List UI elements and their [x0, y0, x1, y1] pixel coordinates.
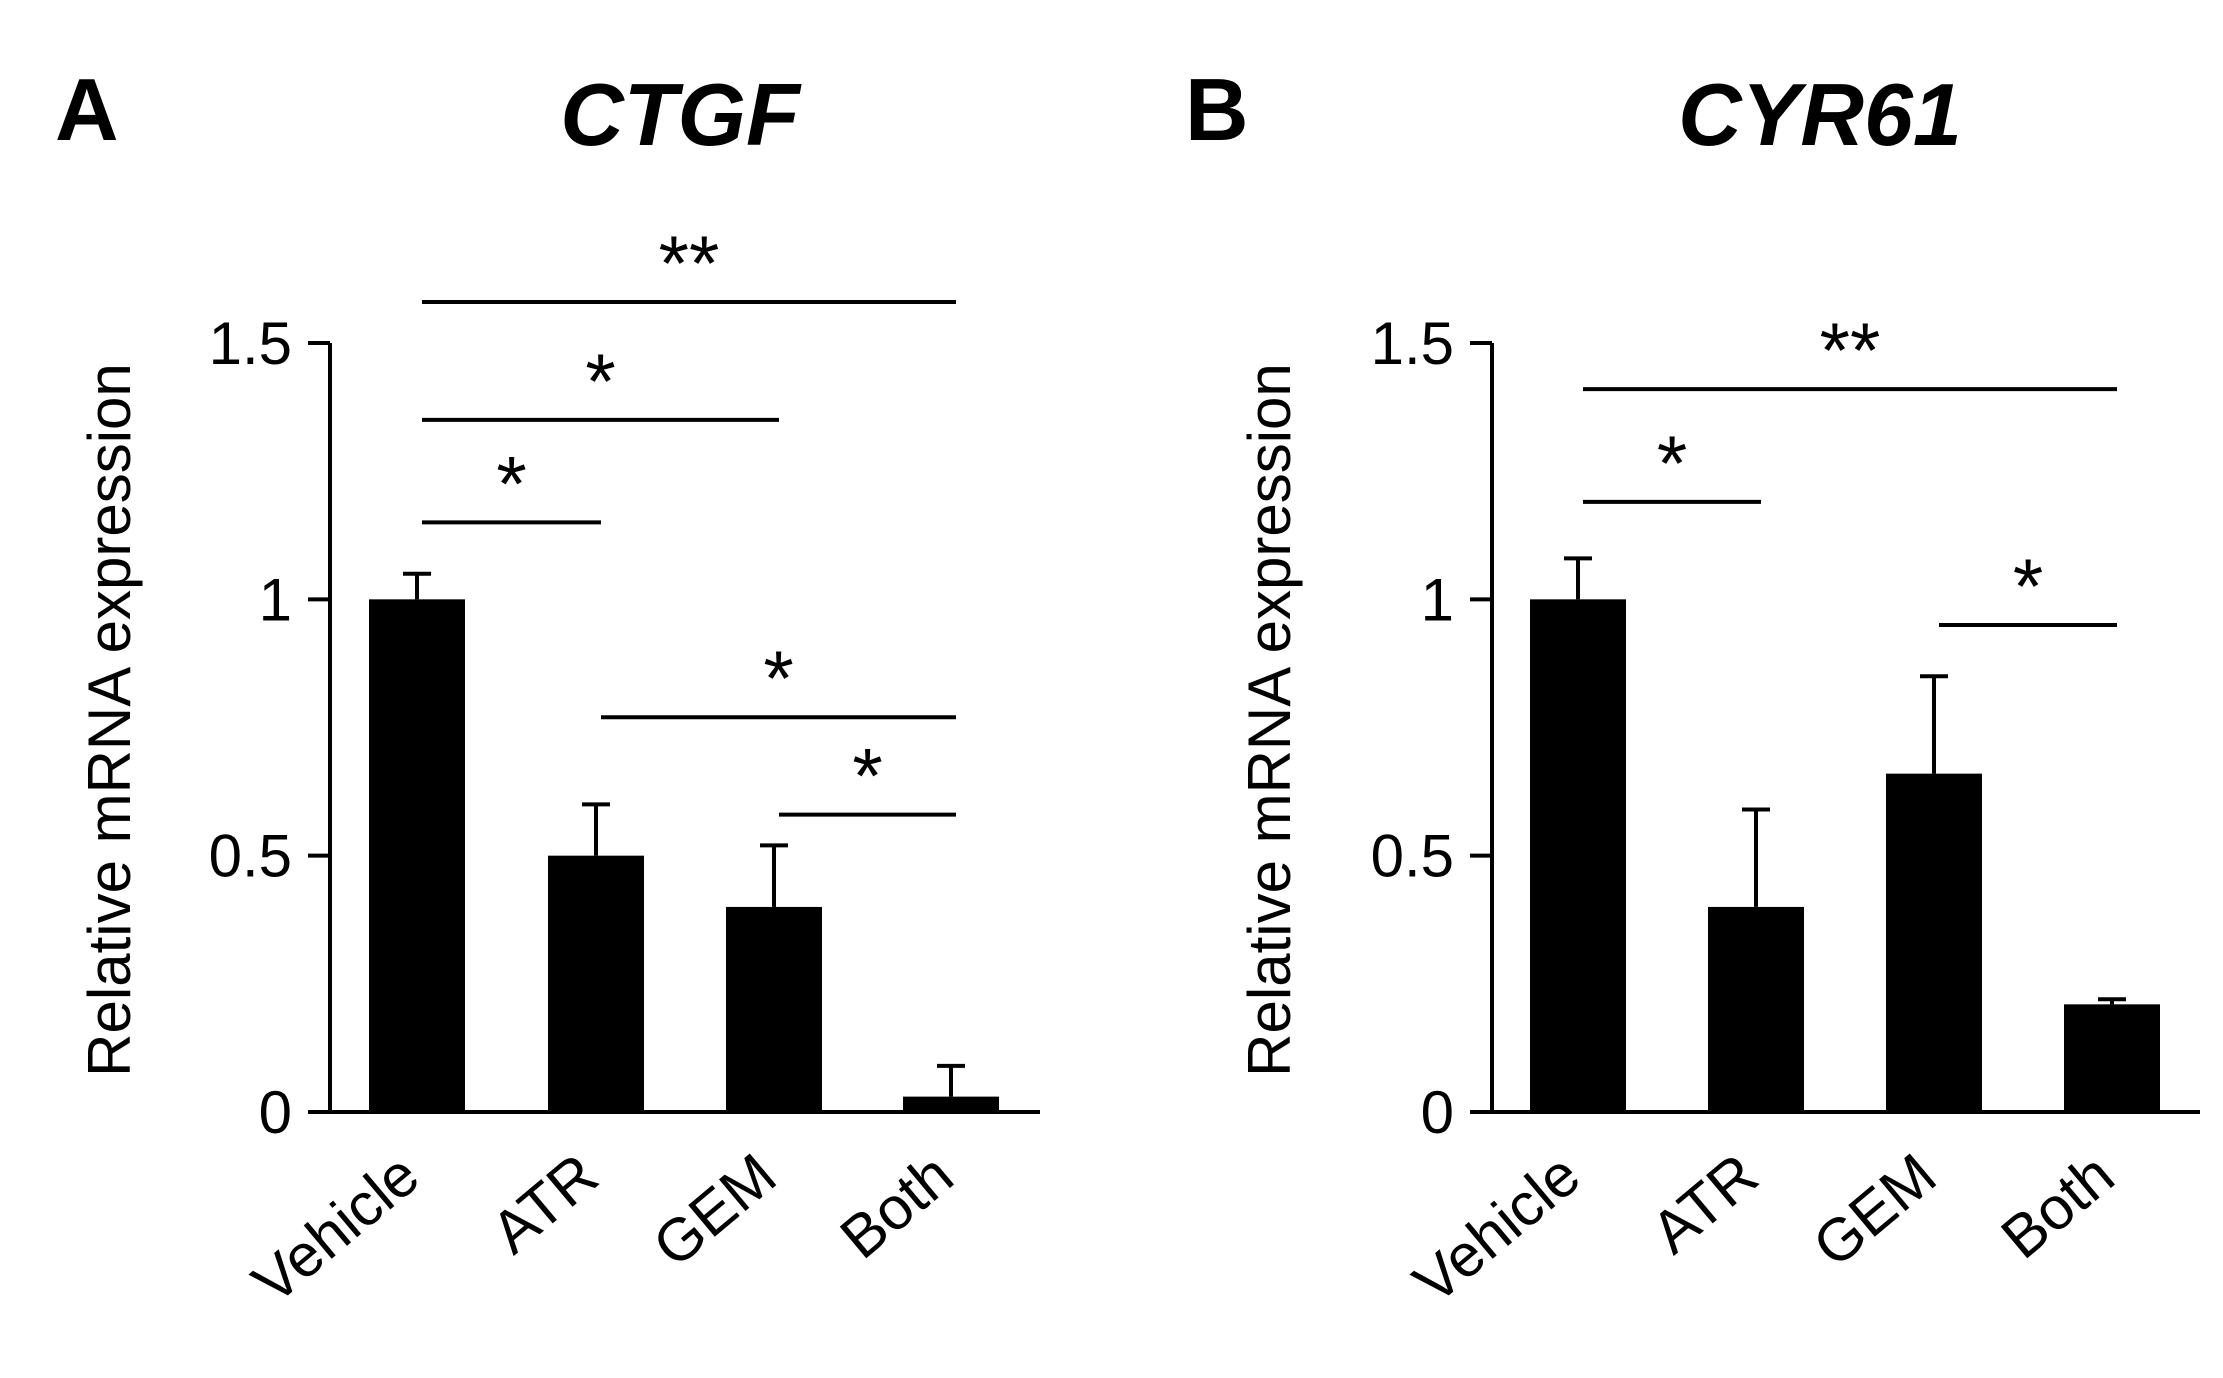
chart-title-cyr61: CYR61: [1678, 65, 1962, 164]
significance-marker: *: [763, 634, 793, 722]
x-tick-label: GEM: [1801, 1141, 1949, 1280]
y-tick-label: 1: [259, 566, 292, 633]
x-tick-label: Both: [1989, 1141, 2127, 1272]
significance-marker: **: [659, 219, 720, 307]
bar: [369, 599, 465, 1112]
significance-marker: *: [1657, 419, 1687, 507]
bar: [2064, 1004, 2160, 1112]
chart-title-ctgf: CTGF: [560, 65, 802, 164]
x-tick-label: ATR: [1639, 1141, 1771, 1267]
bar: [1886, 773, 1982, 1112]
bar: [548, 855, 644, 1112]
panel-letter-a: A: [55, 60, 119, 159]
y-tick-label: 1: [1421, 566, 1454, 633]
panel-b: B CYR61 Relative mRNA expression 0 0.5 1 1.…: [1185, 60, 2200, 1316]
panel-letter-b: B: [1185, 60, 1249, 159]
panel-a: A CTGF Relative mRNA expression 0 0.5 1 1.5…: [55, 60, 1040, 1316]
significance-marker: *: [2013, 542, 2043, 630]
significance-marker: **: [1820, 306, 1881, 394]
x-tick-label: ATR: [479, 1141, 611, 1267]
x-tick-label: Vehicle: [240, 1141, 431, 1317]
y-tick-label: 0: [259, 1079, 292, 1146]
bar: [1530, 599, 1626, 1112]
y-tick-label: 0.5: [1371, 823, 1454, 890]
bar: [726, 906, 822, 1112]
significance-marker: *: [852, 732, 882, 820]
x-tick-label: Both: [828, 1141, 966, 1272]
y-axis-title: Relative mRNA expression: [1236, 363, 1303, 1077]
y-axis-title: Relative mRNA expression: [76, 363, 143, 1077]
y-tick-label: 0: [1421, 1079, 1454, 1146]
significance-marker: *: [496, 439, 526, 527]
y-tick-label: 0.5: [209, 823, 292, 890]
y-tick-label: 1.5: [209, 310, 292, 377]
x-tick-label: Vehicle: [1401, 1141, 1592, 1317]
significance-marker: *: [585, 337, 615, 425]
y-tick-label: 1.5: [1371, 310, 1454, 377]
bar: [903, 1096, 999, 1112]
x-tick-label: GEM: [641, 1141, 789, 1280]
bar: [1708, 906, 1804, 1112]
